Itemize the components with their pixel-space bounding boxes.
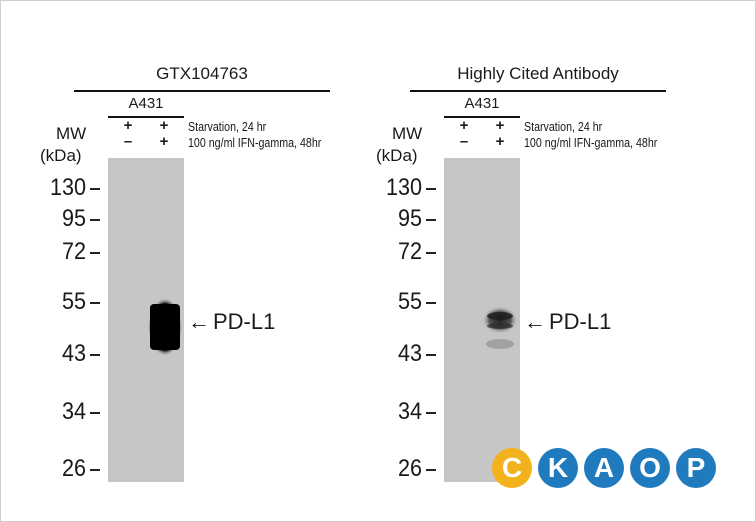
marker-tick xyxy=(426,412,436,414)
band-label: PD-L1 xyxy=(213,309,276,334)
marker-tick xyxy=(90,354,100,356)
band-arrow: ← PD-L1 xyxy=(524,309,611,335)
mw-label: MW xyxy=(56,124,87,143)
logo-letter-p: P xyxy=(676,448,716,488)
mw-marker-34: 34 xyxy=(397,398,422,425)
lane1-ifn-sign: – xyxy=(459,133,469,150)
band-arrow: ← PD-L1 xyxy=(188,309,275,335)
lane2-ifn-sign: + xyxy=(159,133,169,150)
blot-membrane xyxy=(444,158,520,482)
blot-membrane xyxy=(108,158,184,482)
lane1-starvation-sign: + xyxy=(459,117,469,134)
condition-ifn-gamma: 100 ng/ml IFN-gamma, 48hr xyxy=(188,135,322,150)
antibody-underline xyxy=(74,90,330,92)
lane2-starvation-sign: + xyxy=(495,117,505,134)
logo-letter-c: C xyxy=(492,448,532,488)
mw-marker-95: 95 xyxy=(397,205,422,232)
mw-marker-43: 43 xyxy=(397,340,422,367)
marker-tick xyxy=(90,302,100,304)
condition-ifn-gamma: 100 ng/ml IFN-gamma, 48hr xyxy=(524,135,658,150)
pd-l1-band xyxy=(148,298,182,356)
mw-marker-55: 55 xyxy=(61,288,86,315)
mw-marker-130: 130 xyxy=(49,174,86,201)
blot-panel-left: GTX104763 A431 MW (kDa) + + – + Starvati… xyxy=(40,64,330,482)
cell-line-underline xyxy=(444,116,520,118)
cell-line-label: A431 xyxy=(128,95,164,112)
lane1-starvation-sign: + xyxy=(123,117,133,134)
marker-tick xyxy=(90,219,100,221)
marker-tick xyxy=(426,219,436,221)
mw-marker-43: 43 xyxy=(61,340,86,367)
marker-tick xyxy=(90,188,100,190)
mw-label: MW xyxy=(392,124,423,143)
mw-marker-34: 34 xyxy=(61,398,86,425)
logo-letter-k: K xyxy=(538,448,578,488)
marker-tick xyxy=(426,302,436,304)
marker-tick xyxy=(426,252,436,254)
cell-line-underline xyxy=(108,116,184,118)
logo-letter-o: O xyxy=(630,448,670,488)
left-arrow-icon: ← xyxy=(188,309,210,334)
lane2-ifn-sign: + xyxy=(495,133,505,150)
logo-letter-a: A xyxy=(584,448,624,488)
mw-marker-26: 26 xyxy=(61,455,86,482)
marker-tick xyxy=(426,188,436,190)
mw-marker-72: 72 xyxy=(397,238,422,265)
kda-label: (kDa) xyxy=(376,146,418,165)
left-arrow-icon: ← xyxy=(524,309,546,334)
pd-l1-band xyxy=(482,306,518,349)
marker-tick xyxy=(90,252,100,254)
lane1-ifn-sign: – xyxy=(123,133,133,150)
mw-marker-55: 55 xyxy=(397,288,422,315)
antibody-title: GTX104763 xyxy=(156,64,248,83)
mw-marker-72: 72 xyxy=(61,238,86,265)
antibody-title: Highly Cited Antibody xyxy=(457,64,619,83)
marker-tick xyxy=(426,469,436,471)
cell-line-label: A431 xyxy=(464,95,500,112)
lane2-starvation-sign: + xyxy=(159,117,169,134)
blot-panel-right: Highly Cited Antibody A431 MW (kDa) + + … xyxy=(336,0,714,522)
mw-marker-95: 95 xyxy=(61,205,86,232)
band-label: PD-L1 xyxy=(549,309,612,334)
ckaop-logo: C K A O P xyxy=(492,448,716,488)
marker-tick xyxy=(90,469,100,471)
antibody-underline xyxy=(410,90,666,92)
marker-tick xyxy=(90,412,100,414)
mw-marker-130: 130 xyxy=(385,174,422,201)
kda-label: (kDa) xyxy=(40,146,82,165)
condition-starvation: Starvation, 24 hr xyxy=(524,119,603,134)
mw-marker-26: 26 xyxy=(397,455,422,482)
marker-tick xyxy=(426,354,436,356)
condition-starvation: Starvation, 24 hr xyxy=(188,119,267,134)
